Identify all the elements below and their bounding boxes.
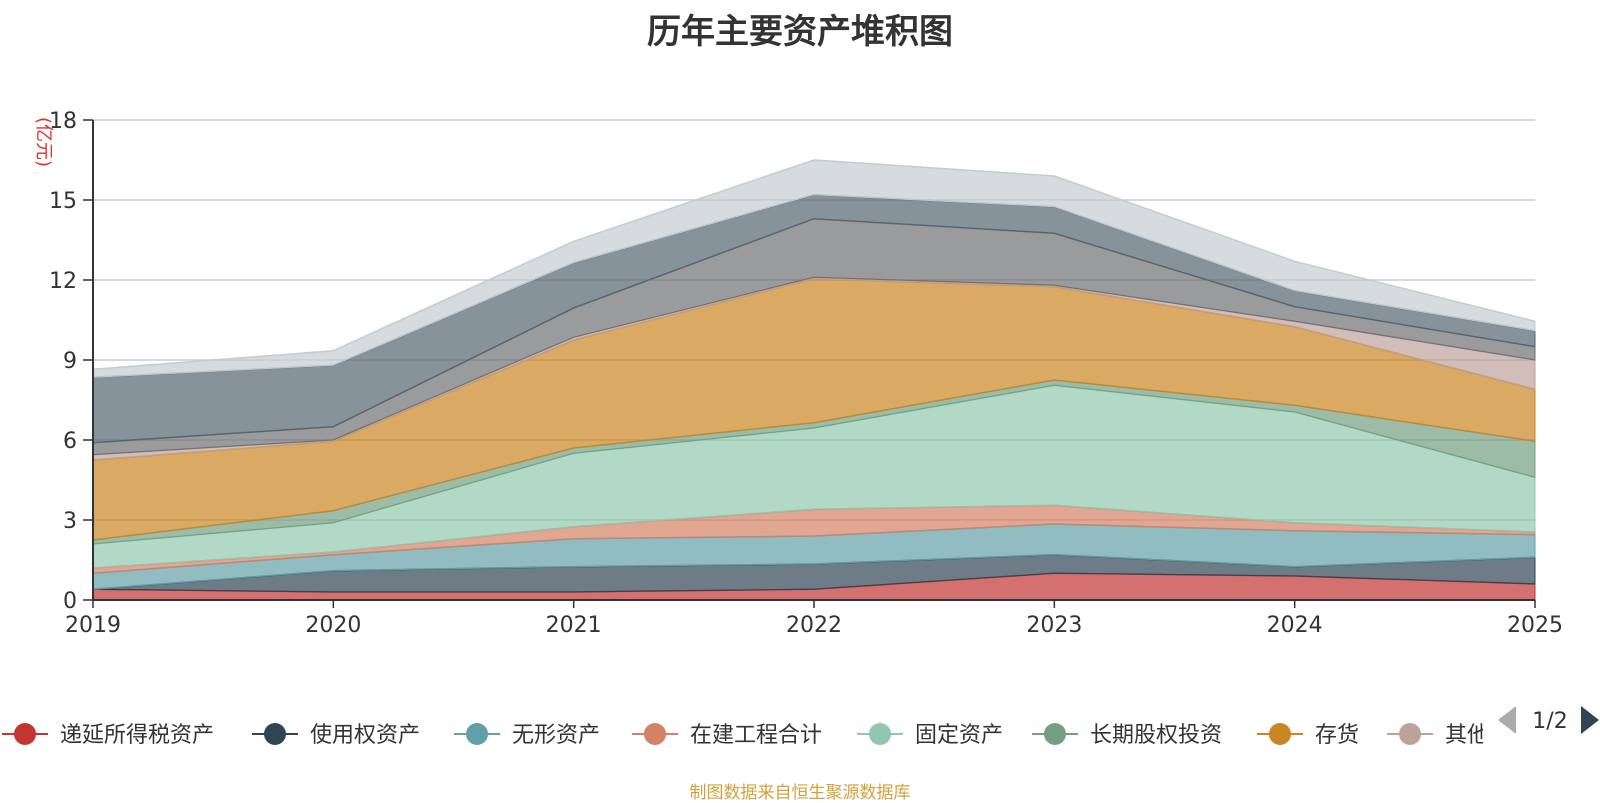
y-tick-labels: 0 3 6 9 12 15 18 (49, 109, 93, 614)
legend-marker (869, 723, 891, 745)
x-tick-label: 2024 (1267, 613, 1323, 638)
x-tick-label: 2022 (786, 613, 842, 638)
legend-item-1: 使用权资产 (252, 723, 420, 748)
legend-label: 无形资产 (512, 723, 600, 748)
y-axis-unit-label: (亿元) (33, 117, 54, 167)
series-line-10 (92, 159, 1536, 371)
legend-label: 长期股权投资 (1090, 723, 1222, 748)
x-tick-labels: 2019 2020 2021 2022 2023 2024 2025 (65, 600, 1563, 638)
legend-item-3: 在建工程合计 (632, 723, 822, 748)
legend-marker (1269, 723, 1291, 745)
chart-title: 历年主要资产堆积图 (647, 12, 953, 52)
legend-pagination: 1/2 (1498, 706, 1599, 734)
legend-marker (14, 723, 36, 745)
y-tick-label: 12 (49, 269, 77, 294)
legend-item-7: 其他 (1387, 723, 1489, 748)
x-tick-label: 2025 (1507, 613, 1563, 638)
legend-label: 固定资产 (915, 723, 1003, 748)
data-source-footer: 制图数据来自恒生聚源数据库 (689, 783, 911, 803)
legend-marker (1399, 723, 1421, 745)
legend-item-0: 递延所得税资产 (2, 723, 214, 748)
legend-label: 其他 (1445, 723, 1489, 748)
legend-marker (466, 723, 488, 745)
x-tick-label: 2023 (1026, 613, 1082, 638)
legend-prev-icon[interactable] (1498, 706, 1516, 734)
y-tick-label: 9 (63, 349, 77, 374)
y-tick-label: 0 (63, 589, 77, 614)
y-tick-label: 6 (63, 429, 77, 454)
legend-marker (1044, 723, 1066, 745)
x-tick-label: 2020 (305, 613, 361, 638)
legend-item-2: 无形资产 (454, 723, 600, 748)
legend-marker (644, 723, 666, 745)
legend-marker (264, 723, 286, 745)
y-tick-label: 3 (63, 509, 77, 534)
legend-item-4: 固定资产 (857, 723, 1003, 748)
legend-label: 递延所得税资产 (60, 723, 214, 748)
x-tick-label: 2021 (546, 613, 602, 638)
y-tick-label: 18 (49, 109, 77, 134)
legend-label: 使用权资产 (310, 723, 420, 748)
legend-label: 在建工程合计 (690, 723, 822, 748)
legend-item-5: 长期股权投资 (1032, 723, 1222, 748)
legend-label: 存货 (1315, 723, 1359, 748)
legend-next-icon[interactable] (1581, 706, 1599, 734)
y-tick-label: 15 (49, 189, 77, 214)
x-tick-label: 2019 (65, 613, 121, 638)
legend: 递延所得税资产 使用权资产 无形资产 在建工程合计 固定资产 长期股权投资 存货 其他 (2, 723, 1489, 748)
legend-item-6: 存货 (1257, 723, 1359, 748)
area-series (92, 159, 1536, 601)
legend-page-indicator: 1/2 (1532, 709, 1567, 734)
